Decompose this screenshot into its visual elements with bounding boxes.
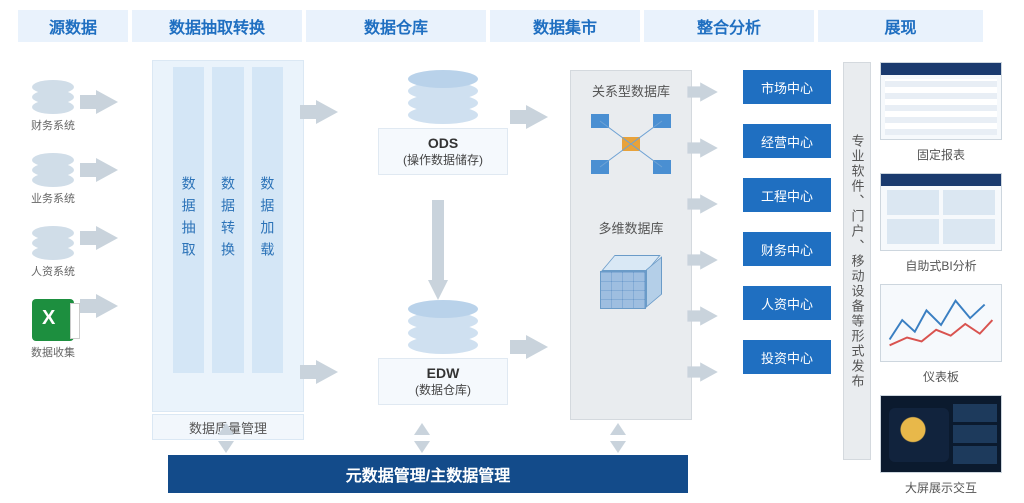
arrow-right-icon <box>700 194 718 213</box>
ods-block: ODS (操作数据储存) <box>368 70 518 175</box>
present-label: 仪表板 <box>880 368 1002 385</box>
arrow-right-icon <box>316 100 338 124</box>
etl-bar-extract: 数据抽取 <box>173 67 204 373</box>
arrow-right-icon <box>96 90 118 114</box>
mart-arrows <box>698 80 738 384</box>
arrow-bidi-icon <box>414 423 430 453</box>
header-source: 源数据 <box>18 10 128 42</box>
analysis-market: 市场中心 <box>743 70 831 104</box>
column-headers: 源数据 数据抽取转换 数据仓库 数据集市 整合分析 展现 <box>18 10 1006 42</box>
edw-label: EDW (数据仓库) <box>378 358 508 405</box>
etl-bar-transform: 数据转换 <box>212 67 243 373</box>
database-icon <box>32 80 74 114</box>
arrow-right-icon <box>700 362 718 381</box>
edw-sub: (数据仓库) <box>389 381 497 398</box>
arrow-right-icon <box>96 226 118 250</box>
thumb-bi <box>880 173 1002 251</box>
arrow-right-icon <box>96 158 118 182</box>
dw-column: ODS (操作数据储存) EDW (数据仓库) <box>368 70 518 430</box>
thumb-bigscreen <box>880 395 1002 473</box>
diagram-canvas: 财务系统 业务系统 人资系统 X 数据收集 数据抽取 数据转换 <box>18 50 1006 493</box>
etl-bar-load: 数据加载 <box>252 67 283 373</box>
database-icon <box>408 300 478 352</box>
arrow-right-icon <box>700 82 718 101</box>
analysis-hr: 人资中心 <box>743 286 831 320</box>
arrow-right-icon <box>526 105 548 129</box>
analysis-column: 市场中心 经营中心 工程中心 财务中心 人资中心 投资中心 <box>743 70 831 374</box>
source-label: 数据收集 <box>31 344 75 360</box>
thumb-fixed-report <box>880 62 1002 140</box>
present-label: 自助式BI分析 <box>880 257 1002 274</box>
mart-cube-title: 多维数据库 <box>598 218 663 237</box>
etl-box: 数据抽取 数据转换 数据加载 <box>152 60 304 412</box>
thumb-dashboard <box>880 284 1002 362</box>
source-business: 业务系统 <box>18 153 88 206</box>
metadata-arrows <box>218 423 626 453</box>
dw-vertical-arrows <box>428 180 458 300</box>
data-mart-column: 关系型数据库 多维数据库 <box>570 70 692 420</box>
analysis-operation: 经营中心 <box>743 124 831 158</box>
analysis-engineering: 工程中心 <box>743 178 831 212</box>
publish-bar: 专业软件、门户、移动设备等形式发布 <box>843 62 871 460</box>
arrow-right-icon <box>700 250 718 269</box>
header-mart: 数据集市 <box>490 10 640 42</box>
arrow-right-icon <box>316 360 338 384</box>
metadata-bar: 元数据管理/主数据管理 <box>168 455 688 493</box>
header-etl: 数据抽取转换 <box>132 10 302 42</box>
sources-column: 财务系统 业务系统 人资系统 X 数据收集 <box>18 80 88 360</box>
arrow-right-icon <box>526 335 548 359</box>
database-icon <box>408 70 478 122</box>
olap-cube-icon <box>600 255 662 309</box>
header-analysis: 整合分析 <box>644 10 814 42</box>
edw-block: EDW (数据仓库) <box>368 300 518 405</box>
ods-label: ODS (操作数据储存) <box>378 128 508 175</box>
present-column: 固定报表 自助式BI分析 仪表板 大屏展示交互 <box>880 62 1002 496</box>
analysis-invest: 投资中心 <box>743 340 831 374</box>
present-label: 固定报表 <box>880 146 1002 163</box>
arrow-right-icon <box>700 306 718 325</box>
source-label: 业务系统 <box>31 190 75 206</box>
source-excel: X 数据收集 <box>18 299 88 360</box>
etl-column: 数据抽取 数据转换 数据加载 数据质量管理 <box>148 60 308 440</box>
arrow-right-icon <box>96 294 118 318</box>
arrow-right-icon <box>700 138 718 157</box>
source-finance: 财务系统 <box>18 80 88 133</box>
header-present: 展现 <box>818 10 983 42</box>
ods-title: ODS <box>389 135 497 151</box>
arrow-bidi-icon <box>610 423 626 453</box>
header-dw: 数据仓库 <box>306 10 486 42</box>
edw-title: EDW <box>389 365 497 381</box>
ods-sub: (操作数据储存) <box>389 151 497 168</box>
source-hr: 人资系统 <box>18 226 88 279</box>
arrow-bidi-icon <box>218 423 234 453</box>
database-icon <box>32 153 74 187</box>
present-label: 大屏展示交互 <box>880 479 1002 496</box>
excel-icon: X <box>32 299 74 341</box>
analysis-finance: 财务中心 <box>743 232 831 266</box>
source-label: 财务系统 <box>31 117 75 133</box>
database-icon <box>32 226 74 260</box>
source-arrows <box>96 90 142 318</box>
source-label: 人资系统 <box>31 263 75 279</box>
arrow-down-icon <box>428 280 448 300</box>
mart-rel-title: 关系型数据库 <box>592 81 670 100</box>
relational-db-icon <box>591 114 671 174</box>
